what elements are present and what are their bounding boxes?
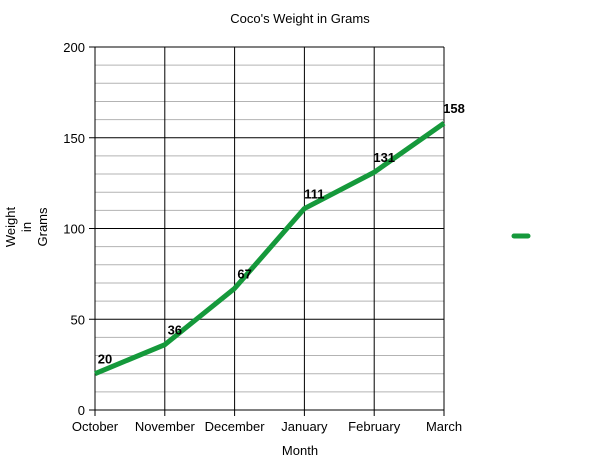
y-tick-label: 50	[71, 312, 85, 327]
x-tick-label: February	[348, 419, 401, 434]
data-label: 67	[237, 266, 251, 281]
y-axis-label-line-3: Grams	[35, 207, 50, 247]
x-tick-label: October	[72, 419, 119, 434]
y-tick-label: 100	[63, 222, 85, 237]
y-axis-label-line-1: Weight	[3, 207, 18, 248]
y-tick-label: 200	[63, 40, 85, 55]
x-tick-label: December	[205, 419, 266, 434]
x-tick-label: November	[135, 419, 196, 434]
x-tick-label: March	[426, 419, 462, 434]
data-label: 20	[98, 352, 112, 367]
y-tick-label: 150	[63, 131, 85, 146]
y-tick-label: 0	[78, 403, 85, 418]
series	[94, 121, 446, 377]
series-line	[94, 121, 446, 377]
data-labels: 20 36 67 111 131 158	[98, 101, 465, 366]
y-axis-label-line-2: in	[19, 222, 34, 232]
data-label: 158	[443, 101, 465, 116]
grid	[89, 46, 445, 416]
x-tick-label: January	[281, 419, 328, 434]
chart-title: Coco's Weight in Grams	[230, 11, 370, 26]
data-label: 131	[373, 150, 395, 165]
data-label: 111	[304, 187, 324, 202]
y-axis-label: Weight in Grams	[3, 207, 50, 248]
x-axis-label: Month	[282, 443, 318, 458]
axes: 0 50 100 150 200 October November December Janua…	[63, 40, 462, 434]
data-label: 36	[168, 323, 182, 338]
